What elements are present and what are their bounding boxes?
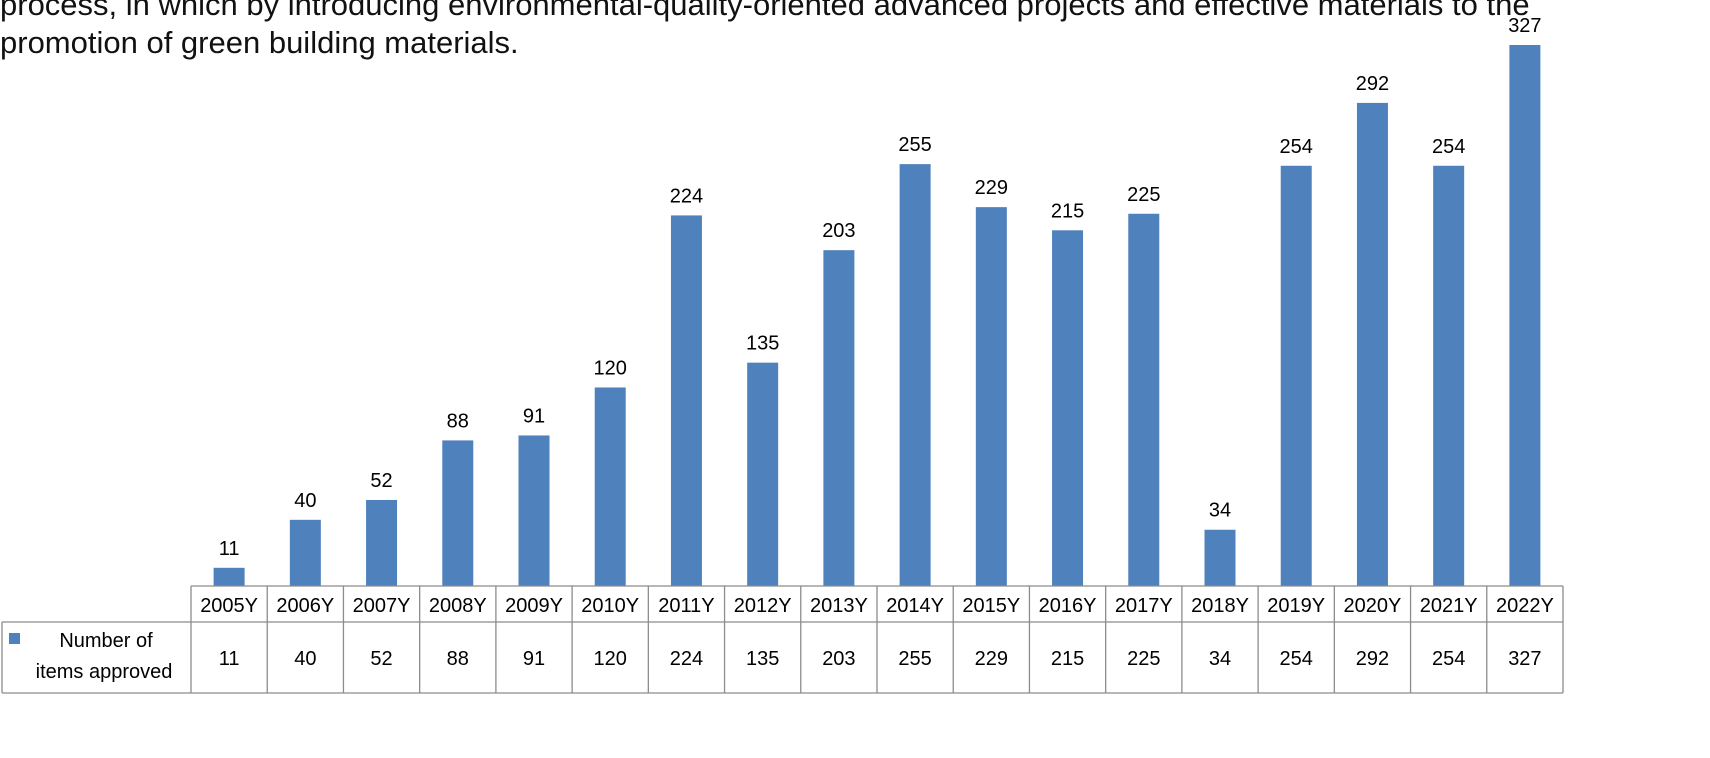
table-value-2007Y: 52 <box>370 648 392 670</box>
x-tick-2006Y: 2006Y <box>276 595 334 617</box>
table-value-2005Y: 11 <box>219 648 240 670</box>
bar-2009Y <box>518 435 550 586</box>
table-value-2017Y: 225 <box>1127 648 1160 670</box>
x-tick-2013Y: 2013Y <box>810 595 868 617</box>
bar-2018Y <box>1204 529 1236 586</box>
data-label-2014Y: 255 <box>898 134 931 156</box>
data-label-2021Y: 254 <box>1432 136 1465 158</box>
table-value-2018Y: 34 <box>1209 648 1231 670</box>
table-value-2006Y: 40 <box>294 648 316 670</box>
data-label-2009Y: 91 <box>523 405 545 427</box>
table-value-2009Y: 91 <box>523 648 545 670</box>
square-icon <box>9 633 20 644</box>
bar-2014Y <box>899 164 931 586</box>
bar-2016Y <box>1052 230 1084 586</box>
table-value-2016Y: 215 <box>1051 648 1084 670</box>
data-label-2019Y: 254 <box>1280 136 1313 158</box>
legend-series-name: Number of items approved <box>36 630 173 683</box>
data-label-2007Y: 52 <box>370 470 392 492</box>
bar-2006Y <box>289 519 321 586</box>
data-label-2010Y: 120 <box>594 357 627 379</box>
bar-2015Y <box>975 207 1007 586</box>
table-value-2012Y: 135 <box>746 648 779 670</box>
bar-2012Y <box>747 362 779 586</box>
x-tick-2019Y: 2019Y <box>1267 595 1325 617</box>
x-tick-2011Y: 2011Y <box>658 595 714 617</box>
x-tick-2020Y: 2020Y <box>1344 595 1402 617</box>
table-value-2015Y: 229 <box>975 648 1008 670</box>
bar-2019Y <box>1280 165 1312 587</box>
x-tick-2015Y: 2015Y <box>962 595 1020 617</box>
x-tick-2014Y: 2014Y <box>886 595 944 617</box>
data-label-2011Y: 224 <box>670 185 703 207</box>
bar-2005Y <box>213 567 245 586</box>
x-tick-2008Y: 2008Y <box>429 595 487 617</box>
bar-2021Y <box>1433 165 1465 587</box>
bar-2007Y <box>366 499 398 586</box>
x-tick-2007Y: 2007Y <box>353 595 411 617</box>
caption-line-1: process, in which by introducing environ… <box>0 0 1530 22</box>
caption-text: process, in which by introducing environ… <box>0 0 1700 62</box>
bar-2022Y <box>1509 45 1541 586</box>
data-label-2020Y: 292 <box>1356 73 1389 95</box>
x-tick-2009Y: 2009Y <box>505 595 563 617</box>
x-tick-2021Y: 2021Y <box>1420 595 1478 617</box>
bar-2008Y <box>442 440 474 586</box>
data-label-2008Y: 88 <box>447 410 469 432</box>
table-value-2019Y: 254 <box>1280 648 1313 670</box>
data-label-2017Y: 225 <box>1127 184 1160 206</box>
table-value-2022Y: 327 <box>1508 648 1541 670</box>
data-label-2006Y: 40 <box>294 490 316 512</box>
table-value-2010Y: 120 <box>594 648 627 670</box>
caption-line-2: promotion of green building materials. <box>0 25 519 60</box>
data-label-2015Y: 229 <box>975 177 1008 199</box>
data-label-2013Y: 203 <box>822 220 855 242</box>
data-label-2018Y: 34 <box>1209 500 1231 522</box>
data-label-2012Y: 135 <box>746 333 779 355</box>
x-tick-2012Y: 2012Y <box>734 595 792 617</box>
bar-2010Y <box>594 387 626 586</box>
data-label-2005Y: 11 <box>219 538 240 560</box>
x-tick-2018Y: 2018Y <box>1191 595 1249 617</box>
bar-2020Y <box>1356 102 1388 586</box>
table-value-2014Y: 255 <box>898 648 931 670</box>
x-tick-2016Y: 2016Y <box>1039 595 1097 617</box>
table-value-2013Y: 203 <box>822 648 855 670</box>
table-value-2008Y: 88 <box>447 648 469 670</box>
bar-2013Y <box>823 250 855 586</box>
x-tick-2017Y: 2017Y <box>1115 595 1173 617</box>
data-label-2016Y: 215 <box>1051 200 1084 222</box>
table-value-2011Y: 224 <box>670 648 703 670</box>
x-tick-2022Y: 2022Y <box>1496 595 1554 617</box>
bar-2017Y <box>1128 213 1160 586</box>
data-label-2022Y: 327 <box>1508 15 1541 37</box>
x-tick-2010Y: 2010Y <box>581 595 639 617</box>
table-value-2021Y: 254 <box>1432 648 1465 670</box>
bar-2011Y <box>670 215 702 586</box>
x-tick-2005Y: 2005Y <box>200 595 258 617</box>
table-value-2020Y: 292 <box>1356 648 1389 670</box>
